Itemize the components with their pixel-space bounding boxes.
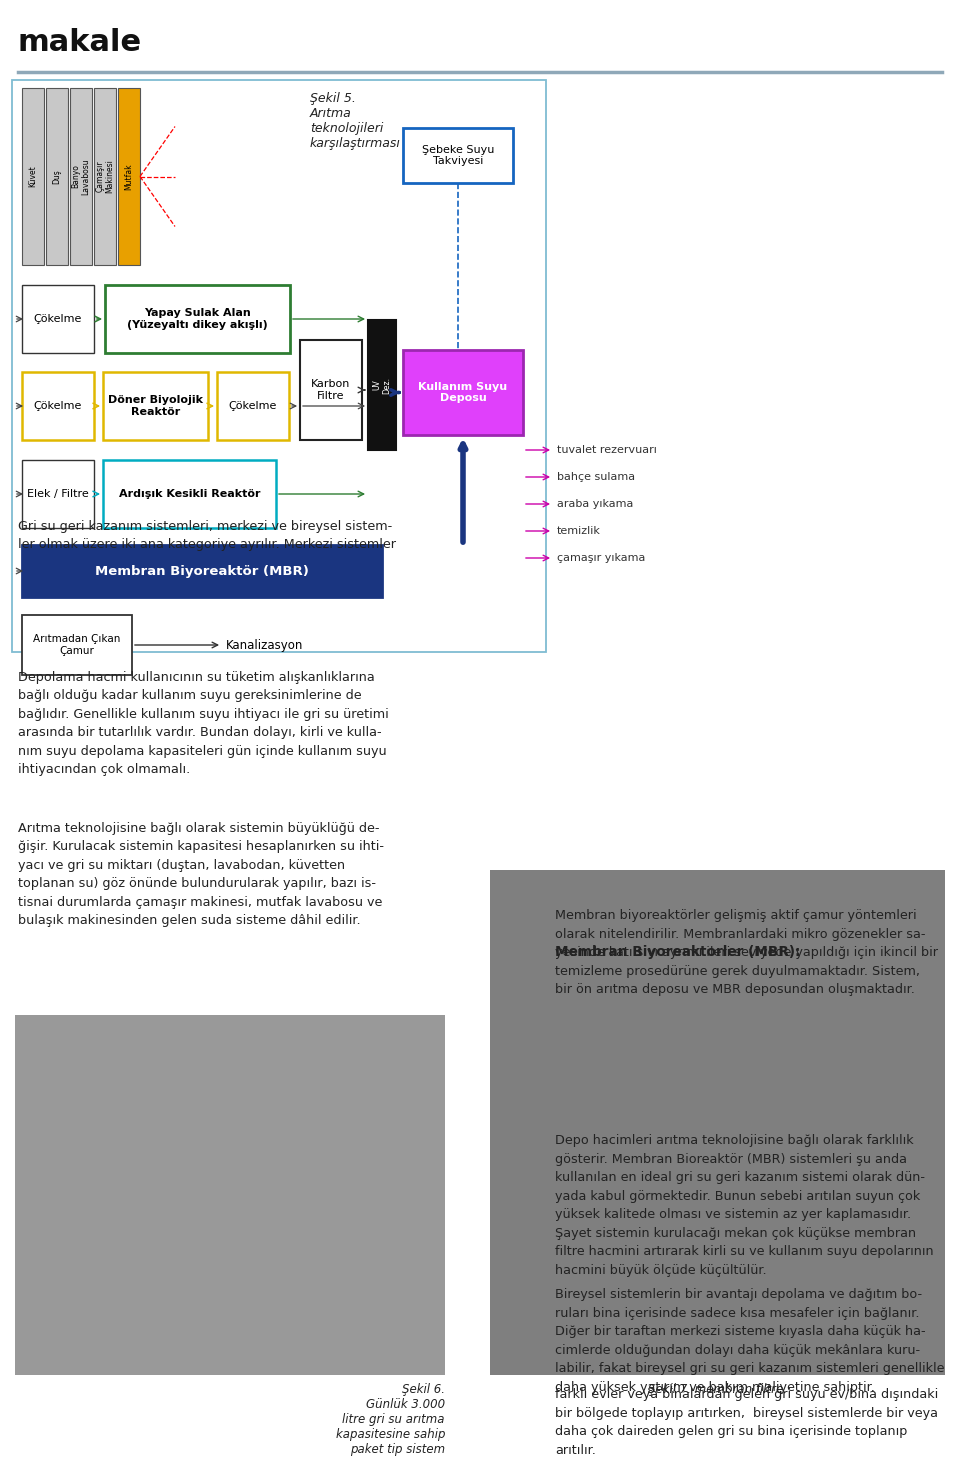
Bar (118, 87, 140, 265)
Text: Ardışık Kesikli Reaktör: Ardışık Kesikli Reaktör (119, 489, 260, 499)
Text: Banyo
Lavabosu: Banyo Lavabosu (71, 158, 90, 195)
Bar (403, 350, 523, 435)
Bar (12, 80, 546, 652)
Text: Duş: Duş (53, 169, 61, 184)
Bar (22, 461, 94, 529)
Text: tuvalet rezervuarı: tuvalet rezervuarı (557, 444, 657, 455)
Text: Arıtma teknolojisine bağlı olarak sistemin büyüklüğü de-
ğişir. Kurulacak sistem: Arıtma teknolojisine bağlı olarak sistem… (18, 822, 384, 927)
Text: Elek / Filtre: Elek / Filtre (27, 489, 89, 499)
Text: Kullanım Suyu
Deposu: Kullanım Suyu Deposu (419, 382, 508, 403)
Text: Membran Biyoreaktorler (MBR):: Membran Biyoreaktorler (MBR): (555, 945, 801, 958)
Text: Şebeke Suyu
Takviyesi: Şebeke Suyu Takviyesi (421, 145, 494, 166)
Text: UV
Dez.: UV Dez. (372, 376, 392, 394)
Bar (103, 461, 276, 529)
Text: Şekil 5.
Arıtma
teknolojileri
karşılaştırması: Şekil 5. Arıtma teknolojileri karşılaştı… (310, 92, 401, 150)
Bar (22, 284, 94, 352)
Bar (490, 869, 945, 1374)
Bar (15, 1014, 445, 1374)
Bar (22, 372, 94, 440)
Text: Bireysel sistemlerin bir avantajı depolama ve dağıtım bo-
ruları bina içerisinde: Bireysel sistemlerin bir avantajı depola… (555, 1288, 945, 1394)
Text: Depolama hacmi kullanıcının su tüketim alışkanlıklarına
bağlı olduğu kadar kulla: Depolama hacmi kullanıcının su tüketim a… (18, 671, 389, 776)
Text: Şekil 6.
Günlük 3.000
litre gri su arıtma
kapasitesine sahip
paket tip sistem: Şekil 6. Günlük 3.000 litre gri su arıtm… (335, 1383, 445, 1456)
Text: çamaşır yıkama: çamaşır yıkama (557, 552, 645, 563)
Bar (105, 284, 290, 352)
Text: Çökelme: Çökelme (34, 314, 83, 324)
Text: Kanalizasyon: Kanalizasyon (226, 638, 303, 652)
Text: Yapay Sulak Alan
(Yüzeyaltı dikey akışlı): Yapay Sulak Alan (Yüzeyaltı dikey akışlı… (127, 308, 268, 330)
Text: Çamaşır
Makinesi: Çamaşır Makinesi (95, 160, 114, 194)
Bar (22, 87, 44, 265)
Bar (22, 615, 132, 675)
Text: Depo hacimleri arıtma teknolojisine bağlı olarak farklılık
gösterir. Membran Bio: Depo hacimleri arıtma teknolojisine bağl… (555, 1134, 934, 1277)
Text: araba yıkama: araba yıkama (557, 499, 634, 509)
Bar (94, 87, 116, 265)
Text: Çökelme: Çökelme (34, 401, 83, 412)
Text: Çökelme: Çökelme (228, 401, 277, 412)
Text: farklı evler veya binalardan gelen gri suyu ev/bina dışındaki
bir bölgede toplay: farklı evler veya binalardan gelen gri s… (555, 1389, 938, 1457)
Text: temizlik: temizlik (557, 526, 601, 536)
Text: Gri su geri kazanım sistemleri, merkezi ve bireysel sistem-
ler olmak üzere iki : Gri su geri kazanım sistemleri, merkezi … (18, 520, 396, 551)
Text: makale: makale (18, 28, 142, 56)
Text: bahçe sulama: bahçe sulama (557, 472, 636, 481)
Text: Membran Biyoreaktör (MBR): Membran Biyoreaktör (MBR) (95, 564, 309, 578)
Bar (368, 320, 396, 450)
Text: Küvet: Küvet (29, 166, 37, 188)
Text: Arıtmadan Çıkan
Çamur: Arıtmadan Çıkan Çamur (34, 634, 121, 656)
Bar (22, 545, 382, 597)
Text: Karbon
Filtre: Karbon Filtre (311, 379, 350, 401)
Bar (103, 372, 208, 440)
Text: Membran biyoreaktörler gelişmiş aktif çamur yöntemleri
olarak nitelendirilir. Me: Membran biyoreaktörler gelişmiş aktif ça… (555, 909, 938, 997)
Bar (46, 87, 68, 265)
Text: Şekil 7. membran filtre.: Şekil 7. membran filtre. (647, 1383, 786, 1397)
Text: Mutfak: Mutfak (125, 163, 133, 190)
Bar (217, 372, 289, 440)
Bar (403, 127, 513, 184)
Bar (300, 341, 362, 440)
Text: Döner Biyolojik
Reaktör: Döner Biyolojik Reaktör (108, 395, 203, 416)
Bar (70, 87, 92, 265)
